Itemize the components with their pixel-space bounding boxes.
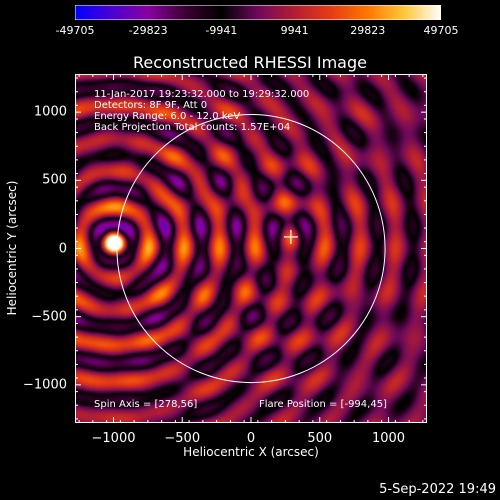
method-and-counts: Back Projection Total counts: 1.57E+04 [94,122,291,133]
x-tick-marks [78,74,424,423]
spin-axis-label: Spin Axis = [278,56] [94,399,198,410]
heatmap-image [75,74,427,423]
flare-position-marker [283,229,298,244]
chart-title: Reconstructed RHESSI Image [133,53,367,72]
colorbar-tick-label: 9941 [280,24,309,37]
x-axis-label: Heliocentric X (arcsec) [183,445,319,459]
colorbar-tick-label: 49705 [423,24,459,37]
x-tick-label: −1000 [91,431,136,446]
generation-timestamp: 5-Sep-2022 19:49 [379,482,496,497]
y-tick-label: −1000 [23,377,67,393]
x-tick-label: 1000 [371,431,406,446]
x-tick-label: −500 [164,431,201,446]
energy-range: Energy Range: 6.0 - 12.0 keV [94,111,241,122]
y-tick-label: −500 [31,309,67,325]
flare-position-label: Flare Position = [-994,45] [259,399,387,410]
colorbar [75,5,441,20]
solar-limb-circle [116,113,386,384]
y-tick-marks [75,77,427,420]
y-tick-label: 0 [58,241,67,256]
colorbar-tick-label: -9941 [205,24,238,37]
colorbar-tick-label: -29823 [128,24,168,37]
heatmap-plot [75,74,427,423]
x-tick-label: 500 [307,431,333,446]
y-tick-label: 1000 [33,104,67,120]
colorbar-tick-label: 29823 [350,24,386,37]
observation-time: 11-Jan-2017 19:23:32.000 to 19:29:32.000 [94,89,310,100]
colorbar-tick-label: -49705 [55,24,95,37]
detectors-info: Detectors: 8F 9F, Att 0 [94,100,208,111]
y-axis-label: Heliocentric Y (arcsec) [5,180,19,316]
y-tick-label: 500 [42,172,67,188]
x-tick-label: 0 [246,431,256,446]
